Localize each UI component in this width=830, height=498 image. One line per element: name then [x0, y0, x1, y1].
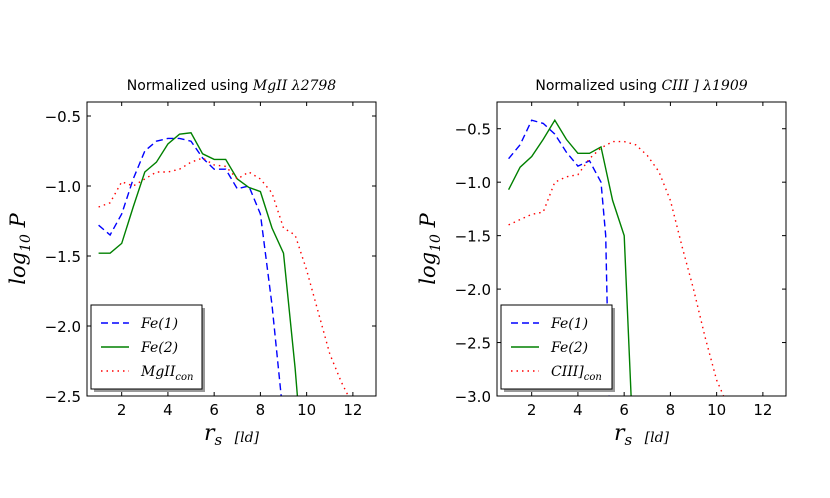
legend-entry-label: Fe(1)	[140, 316, 178, 332]
series-line-fe2	[98, 132, 299, 396]
y-tick-label: −2.5	[455, 335, 491, 353]
y-tick-label: −0.5	[45, 108, 81, 126]
y-tick-label: −2.0	[45, 318, 81, 336]
series-line-fe1	[98, 137, 282, 396]
y-axis-label: log10 P	[6, 212, 34, 284]
y-tick-label: −2.5	[45, 388, 81, 406]
y-tick-label: −1.0	[455, 174, 491, 192]
x-tick-label: 4	[163, 401, 173, 419]
x-tick-label: 2	[527, 401, 537, 419]
legend-entry-label: CIII]con	[551, 364, 602, 383]
legend: Fe(1) Fe(2) MgIIcon	[90, 304, 205, 392]
y-tick-label: −3.0	[455, 388, 491, 406]
legend-entry-label: Fe(2)	[550, 340, 588, 356]
legend-entry-label: MgIIcon	[140, 364, 193, 383]
series-line-fe2	[507, 118, 632, 396]
legend: Fe(1) Fe(2) CIII]con	[500, 304, 615, 392]
legend-entry-label: Fe(2)	[140, 340, 178, 356]
x-tick-label: 10	[297, 401, 316, 419]
series-line-fe1	[508, 119, 610, 396]
y-tick-label: −1.5	[455, 228, 491, 246]
x-tick-label: 8	[666, 401, 676, 419]
x-tick-label: 12	[753, 401, 772, 419]
y-tick-label: −1.0	[45, 178, 81, 196]
x-tick-label: 6	[209, 401, 219, 419]
x-axis-label: rs [ld]	[204, 421, 260, 449]
chart-title: Normalized using MgII λ2798	[127, 78, 337, 94]
legend-entry-label: Fe(1)	[550, 316, 588, 332]
x-tick-label: 12	[343, 401, 362, 419]
series-line-mgii-con	[98, 157, 349, 396]
x-tick-label: 2	[117, 401, 127, 419]
y-tick-label: −2.0	[455, 281, 491, 299]
axes-frame	[86, 101, 377, 397]
x-tick-label: 10	[707, 401, 726, 419]
x-tick-label: 4	[573, 401, 583, 419]
y-tick-label: −0.5	[455, 121, 491, 139]
y-axis-label: log10 P	[416, 212, 444, 284]
y-tick-label: −1.5	[45, 248, 81, 266]
chart-panel-1: 2 4 6 8 10 12 −2.5 −2.0 −1.5 −1.0 −0.5 Normalized u…	[6, 78, 377, 449]
axes-frame	[496, 101, 787, 397]
chart-title: Normalized using CIII ] λ1909	[535, 78, 747, 94]
chart-panel-2: 2 4 6 8 10 12 −3.0 −2.5 −2.0 −1.5 −1.0 −0.5 Normaliz…	[416, 78, 787, 449]
x-tick-label: 6	[619, 401, 629, 419]
x-axis-label: rs [ld]	[614, 421, 670, 449]
x-tick-label: 8	[256, 401, 266, 419]
